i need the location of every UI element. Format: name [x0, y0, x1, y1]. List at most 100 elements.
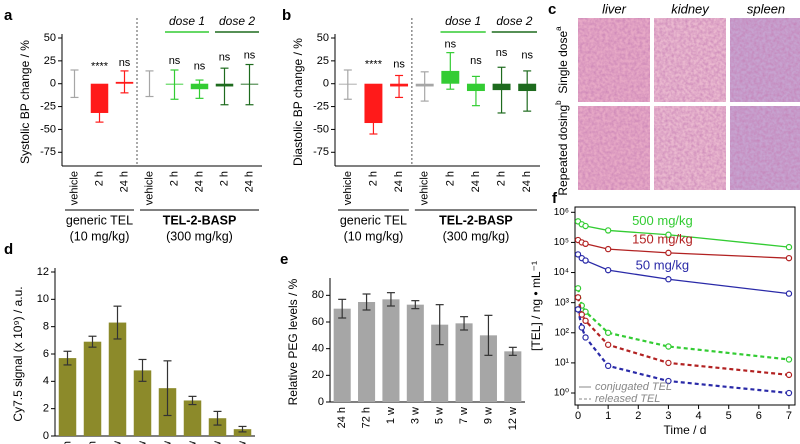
y-tick-label: 10³: [555, 297, 570, 308]
y-tick-label: 12: [37, 266, 49, 278]
error-bar: [88, 335, 97, 348]
error-bar: [471, 75, 480, 107]
error-bar: [188, 395, 197, 406]
row-label-sup: b: [554, 100, 563, 105]
error-bar: [195, 79, 204, 99]
x-tick-label: 24 h: [470, 171, 482, 192]
bar: [233, 429, 252, 436]
y-tick-label: 4: [43, 375, 49, 387]
data-point: [582, 317, 589, 324]
bar: [504, 351, 522, 402]
bar: [183, 400, 202, 436]
legend-label: conjugated TEL: [595, 381, 672, 393]
x-tick-label: 24 h: [521, 171, 533, 192]
y-axis-label: [TEL] / ng • mL⁻¹: [529, 261, 543, 351]
error-bar: [113, 305, 122, 340]
y-tick-label: -25: [313, 100, 329, 112]
bar-label: ns: [194, 60, 206, 72]
y-tick-label: 0: [318, 396, 324, 408]
data-point: [665, 377, 672, 385]
y-tick-label: -75: [313, 146, 329, 158]
x-tick-label: 24 h: [393, 171, 405, 192]
dose-label: dose 1: [169, 14, 205, 28]
y-tick-label: 8: [43, 321, 49, 333]
x-tick-label: 4: [695, 410, 701, 422]
y-tick-label: 6: [43, 348, 49, 360]
x-tick-label: 3 w: [137, 441, 149, 444]
error-bar: [70, 69, 79, 99]
bar: [364, 83, 383, 124]
panel-letter: f: [552, 190, 558, 207]
histology-texture: [730, 106, 800, 190]
bar-label: ****: [91, 60, 109, 72]
data-point: [574, 251, 582, 258]
panel-letter: b: [282, 7, 291, 24]
x-tick-label: vehicle: [69, 171, 81, 205]
data-point: [665, 343, 672, 350]
bar-label: ns: [393, 59, 405, 71]
error-bar: [145, 70, 154, 98]
bar: [83, 341, 102, 436]
error-bar: [460, 316, 469, 331]
error-bar: [508, 346, 517, 356]
y-tick-label: 50: [44, 32, 56, 44]
panel-letter: d: [4, 241, 13, 258]
bar-label: ns: [219, 51, 231, 63]
row-label: Repeated dosingb: [554, 100, 570, 196]
bar-label: ns: [244, 50, 256, 62]
y-tick-label: -75: [40, 146, 56, 158]
y-tick-label: 25: [44, 55, 56, 67]
panel-letter: c: [548, 1, 556, 18]
x-tick-label: 2 h: [219, 171, 231, 186]
bar: [455, 323, 473, 402]
bar-label: ****: [365, 59, 383, 71]
bar-label: ns: [521, 50, 533, 62]
error-bar: [95, 103, 104, 123]
data-point: [785, 356, 793, 363]
x-tick-label: 3: [665, 410, 671, 422]
data-point: [582, 334, 589, 341]
column-label: kidney: [671, 1, 710, 16]
y-tick-label: 10¹: [555, 358, 570, 369]
x-tick-label: 72 h: [361, 407, 373, 428]
data-point: [582, 222, 589, 230]
error-bar: [138, 358, 147, 382]
histology-texture: [578, 106, 650, 190]
error-bar: [63, 350, 72, 366]
bar: [133, 370, 152, 436]
y-tick-label: 0: [50, 78, 56, 90]
y-axis-label: Systolic BP change / %: [18, 40, 32, 164]
data-point: [604, 329, 612, 336]
x-tick-label: 24 h: [194, 171, 206, 192]
error-bar: [435, 304, 444, 346]
error-bar: [220, 67, 229, 106]
x-tick-label: 24 h: [119, 171, 131, 192]
error-bar: [163, 360, 172, 417]
data-point: [604, 266, 612, 274]
x-tick-label: 12 w: [237, 441, 249, 444]
data-point: [785, 254, 793, 262]
data-point: [574, 285, 582, 292]
x-axis-label: Time / d: [664, 423, 707, 437]
data-point: [665, 359, 672, 367]
bar: [108, 322, 127, 436]
bar: [58, 358, 77, 436]
dose-label: dose 1: [445, 14, 481, 28]
row-label-text: Repeated dosing: [556, 105, 570, 196]
histology-texture: [654, 18, 726, 102]
bar: [382, 299, 400, 402]
x-tick-label: 2: [635, 410, 641, 422]
x-tick-label: 2 h: [496, 171, 508, 186]
x-tick-label: 2 h: [367, 171, 379, 186]
data-point: [578, 311, 585, 318]
x-tick-label: 24 h: [336, 407, 348, 428]
group-label: TEL-2-BASP: [439, 213, 513, 227]
x-tick-label: 0: [575, 410, 581, 422]
x-tick-label: vehicle: [144, 171, 156, 205]
error-bar: [238, 425, 247, 433]
data-point: [665, 249, 672, 257]
series-label: 150 mg/kg: [632, 231, 693, 246]
y-tick-label: 60: [312, 316, 324, 328]
bar: [358, 302, 376, 402]
